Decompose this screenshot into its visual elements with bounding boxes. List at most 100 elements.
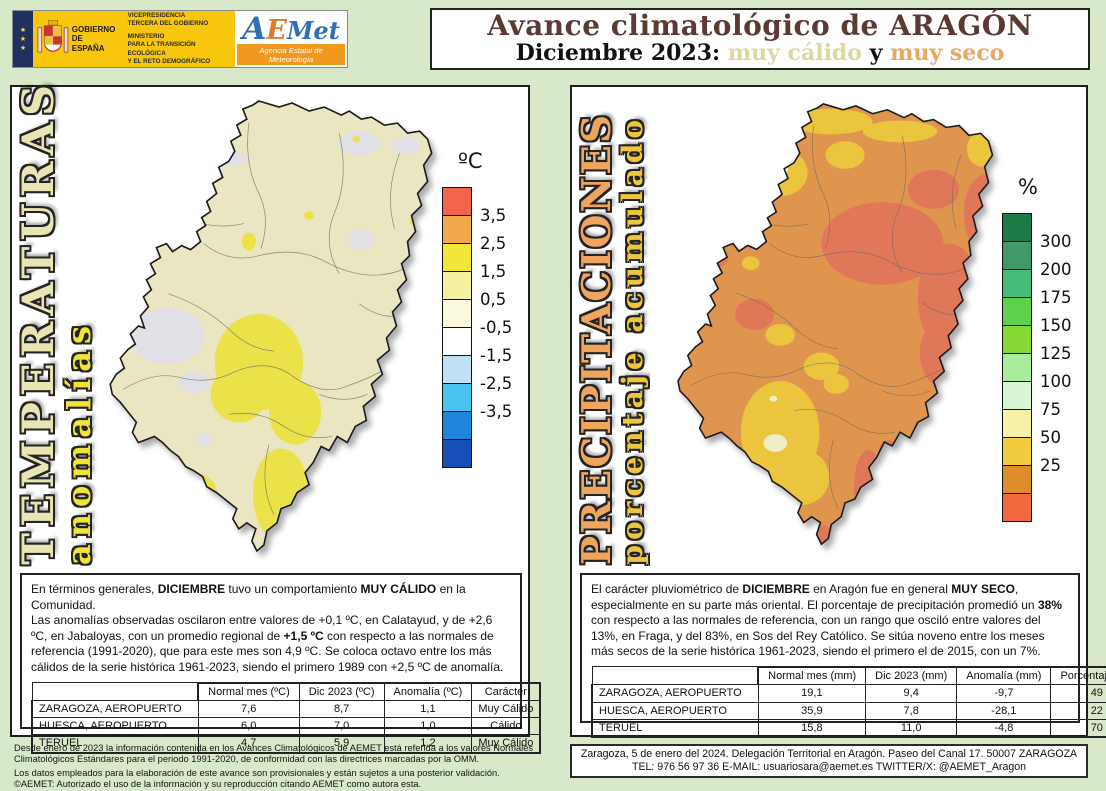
- colorbar-swatch: [442, 271, 472, 300]
- subtitle-conjunction: y: [861, 39, 891, 66]
- colorbar-swatch: [1002, 381, 1032, 410]
- colorbar-swatch: [442, 243, 472, 272]
- colorbar-tick-label: 75: [1040, 400, 1061, 419]
- value-cell: -9,7: [956, 684, 1052, 703]
- value-cell: 1,2: [383, 734, 473, 754]
- footer-address: Zaragoza, 5 de enero del 2024. Delegació…: [580, 748, 1078, 760]
- value-cell: 1,0: [383, 717, 473, 736]
- colorbar-swatch: [1002, 465, 1032, 494]
- table-row: TERUEL 4,7 5,9 1,2 Muy Cálido: [30, 734, 542, 754]
- colorbar-tick-label: -2,5: [480, 374, 513, 393]
- summary-text-segment: 38%: [1037, 597, 1062, 612]
- spain-coat-of-arms-icon: [37, 19, 69, 53]
- summary-text-segment: En términos generales,: [31, 582, 158, 596]
- footer-contact-line: TEL: 976 56 97 36 E-MAIL: usuariosara@ae…: [631, 761, 1027, 774]
- colorbar-tick-label: 125: [1040, 344, 1072, 363]
- station-name-cell: ZARAGOZA, AEROPUERTO: [590, 684, 759, 703]
- table-header-cell: Normal mes (ºC): [197, 681, 300, 701]
- colorbar-swatch: [1002, 269, 1032, 298]
- star-icon: ★: [19, 44, 27, 52]
- temperature-title-text: TEMPERATURAS: [14, 79, 64, 565]
- aemet-subtitle: Agencia Estatal de Meteorología: [237, 44, 345, 65]
- flag-stars-strip: ★ ★ ★: [13, 11, 33, 67]
- precipitation-colorbar-scale: 300 200 175 150 125 100 75 50 25: [1002, 213, 1076, 522]
- precipitation-title-text: PRECIPITACIONES: [574, 112, 620, 565]
- colorbar-swatch: [1002, 409, 1032, 438]
- value-cell: 19,1: [757, 684, 867, 703]
- colorbar-tick-label: 50: [1040, 428, 1061, 447]
- ministry-text: VICEPRESIDENCIA TERCERA DEL GOBIERNO MIN…: [127, 11, 211, 66]
- bulletin-title: Avance climatológico de ARAGÓN: [487, 9, 1033, 42]
- table-header-cell: Carácter: [471, 681, 542, 701]
- summary-text-segment: DICIEMBRE: [742, 582, 810, 596]
- station-name-cell: HUESCA, AEROPUERTO: [590, 701, 759, 720]
- value-cell: 5,9: [298, 734, 385, 754]
- value-cell: 22: [1050, 701, 1106, 720]
- colorbar-swatch: [442, 215, 472, 244]
- table-header-cell: Anomalía (ºC): [383, 681, 473, 701]
- temperature-vertical-title: TEMPERATURAS anomalías: [14, 79, 98, 565]
- temperature-map-fill: [110, 101, 432, 551]
- summary-text-segment: +1,5 ºC: [283, 628, 324, 643]
- colorbar-swatch: [1002, 493, 1032, 522]
- table-row: ZARAGOZA, AEROPUERTO 7,6 8,7 1,1 Muy Cálido: [30, 699, 542, 719]
- value-cell: 7,8: [865, 701, 958, 720]
- aemet-wordmark: AEMet: [242, 11, 340, 47]
- summary-text-segment: con respecto a las normales de referenci…: [31, 628, 504, 674]
- colorbar-tick-label: 1,5: [480, 262, 507, 281]
- temperature-station-table: Normal mes (ºC) Dic 2023 (ºC) Anomalía (ºC…: [30, 681, 542, 754]
- summary-text-segment: tuvo un comportamiento: [225, 582, 361, 596]
- value-cell: 35,9: [757, 701, 867, 720]
- temperature-subtitle-text: anomalías: [60, 319, 98, 565]
- summary-text-segment: en la Comunidad.: [31, 582, 466, 612]
- precipitation-panel: PRECIPITACIONES porcentaje acumulado: [570, 85, 1106, 739]
- value-cell: 70: [1050, 718, 1106, 739]
- temperature-anomaly-map: [108, 93, 460, 565]
- value-cell: 11,0: [865, 718, 958, 739]
- colorbar-swatch: [442, 383, 472, 412]
- star-icon: ★: [19, 26, 27, 34]
- table-header-blank: [31, 682, 199, 701]
- summary-text-segment: MUY CÁLIDO: [360, 582, 437, 596]
- gobierno-text: GOBIERNO DE ESPAÑA: [71, 24, 116, 53]
- colorbar-unit-label: %: [1018, 175, 1038, 199]
- colorbar-swatch: [442, 299, 472, 328]
- value-cell: 6,0: [197, 717, 300, 736]
- colorbar-tick-label: 0,5: [480, 290, 507, 309]
- colorbar-swatch: [1002, 325, 1032, 354]
- footer-contact-box: Zaragoza, 5 de enero del 2024. Delegació…: [570, 744, 1088, 779]
- footer-normals-note: Desde enero de 2023 la información conte…: [14, 743, 534, 765]
- summary-text-segment: DICIEMBRE: [157, 582, 226, 596]
- colorbar-swatch: [1002, 437, 1032, 466]
- summary-text-segment: El carácter pluviométrico de: [591, 582, 743, 596]
- temperature-panel: TEMPERATURAS anomalías: [10, 79, 542, 754]
- precipitation-map-fill: [677, 103, 993, 545]
- colorbar-tick-label: 175: [1040, 288, 1072, 307]
- value-cell: 1,1: [383, 699, 473, 719]
- colorbar-swatch: [1002, 241, 1032, 270]
- bulletin-subtitle: Diciembre 2023: muy cálido y muy seco: [432, 42, 1088, 64]
- temperature-colorbar: ºC 3,5 2,5 1,5 0,5 -0,5 -1,5 -2,5 -3,5: [442, 149, 516, 468]
- station-name-cell: TERUEL: [590, 718, 759, 739]
- colorbar-tick-label: 300: [1040, 232, 1072, 251]
- precipitation-station-table: Normal mes (mm) Dic 2023 (mm) Anomalía (mm…: [590, 665, 1106, 739]
- table-row: HUESCA, AEROPUERTO 6,0 7,0 1,0 Cálido: [30, 717, 542, 736]
- value-cell: Cálido: [471, 717, 542, 736]
- table-header-cell: Dic 2023 (mm): [865, 665, 958, 686]
- colorbar-swatch: [1002, 297, 1032, 326]
- value-cell: 15,8: [757, 718, 867, 739]
- government-aemet-logo-block: ★ ★ ★ GOBIERNO DE ESPAÑA VICEPRESIDENCIA…: [12, 10, 348, 68]
- table-header-cell: Dic 2023 (ºC): [298, 681, 385, 701]
- gobierno-de-espana-logo: ★ ★ ★ GOBIERNO DE ESPAÑA VICEPRESIDENCIA…: [13, 11, 235, 67]
- temperature-summary-box: En términos generales, DICIEMBRE tuvo un…: [20, 573, 542, 754]
- value-cell: 7,0: [298, 717, 385, 736]
- temperature-colorbar-scale: 3,5 2,5 1,5 0,5 -0,5 -1,5 -2,5 -3,5: [442, 187, 516, 468]
- colorbar-swatch: [442, 355, 472, 384]
- summary-text-segment: , especialmente en su parte más oriental…: [591, 582, 1038, 612]
- footer-provisional-note: Los datos empleados para la elaboración …: [14, 768, 500, 779]
- station-name-cell: ZARAGOZA, AEROPUERTO: [30, 699, 199, 719]
